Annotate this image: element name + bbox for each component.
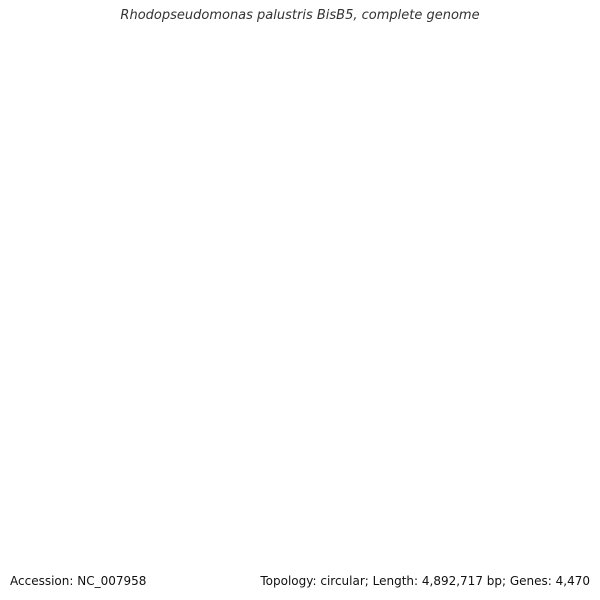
accession-text: Accession: NC_007958 bbox=[10, 574, 147, 588]
genome-title: Rhodopseudomonas palustris BisB5, comple… bbox=[120, 8, 480, 23]
genome-summary-text: Topology: circular; Length: 4,892,717 bp… bbox=[260, 574, 590, 588]
